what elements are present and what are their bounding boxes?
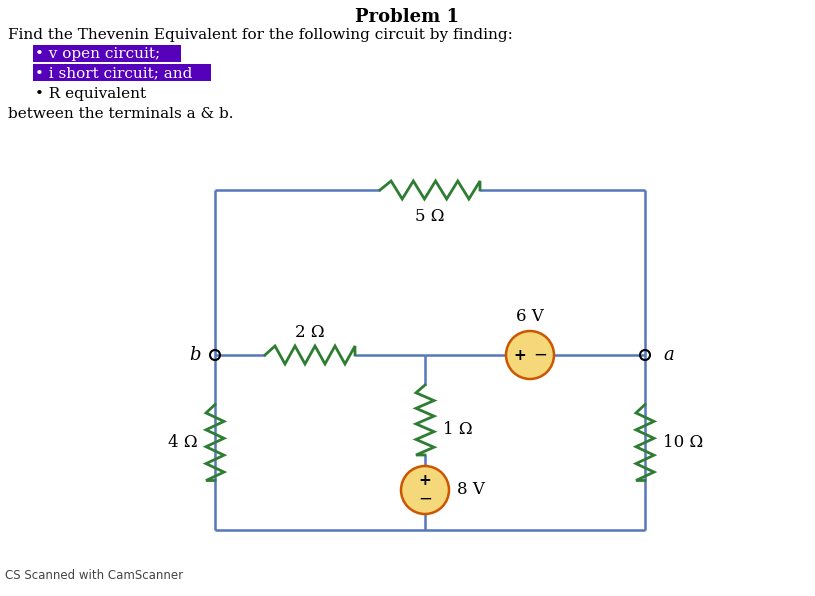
Text: a: a bbox=[663, 346, 674, 364]
Text: between the terminals a & b.: between the terminals a & b. bbox=[8, 107, 234, 121]
Text: • R equivalent: • R equivalent bbox=[35, 87, 146, 101]
Text: +: + bbox=[419, 473, 431, 488]
Text: 10 Ω: 10 Ω bbox=[663, 434, 703, 451]
Text: Find the Thevenin Equivalent for the following circuit by finding:: Find the Thevenin Equivalent for the fol… bbox=[8, 28, 513, 42]
Text: Problem 1: Problem 1 bbox=[355, 8, 459, 26]
Circle shape bbox=[506, 331, 554, 379]
Text: 2 Ω: 2 Ω bbox=[295, 324, 325, 341]
Text: 4 Ω: 4 Ω bbox=[168, 434, 198, 451]
FancyBboxPatch shape bbox=[33, 64, 211, 81]
Text: 8 V: 8 V bbox=[457, 482, 485, 498]
Text: 1 Ω: 1 Ω bbox=[443, 421, 473, 439]
Circle shape bbox=[401, 466, 449, 514]
FancyBboxPatch shape bbox=[33, 45, 181, 62]
Text: CS Scanned with CamScanner: CS Scanned with CamScanner bbox=[5, 569, 183, 582]
Text: 5 Ω: 5 Ω bbox=[416, 208, 445, 225]
Text: b: b bbox=[189, 346, 200, 364]
Text: 6 V: 6 V bbox=[516, 308, 544, 325]
Text: • i short circuit; and: • i short circuit; and bbox=[35, 66, 192, 80]
Text: +: + bbox=[513, 347, 526, 362]
Text: • v open circuit;: • v open circuit; bbox=[35, 47, 160, 61]
Text: −: − bbox=[418, 490, 432, 508]
Text: −: − bbox=[533, 346, 547, 364]
